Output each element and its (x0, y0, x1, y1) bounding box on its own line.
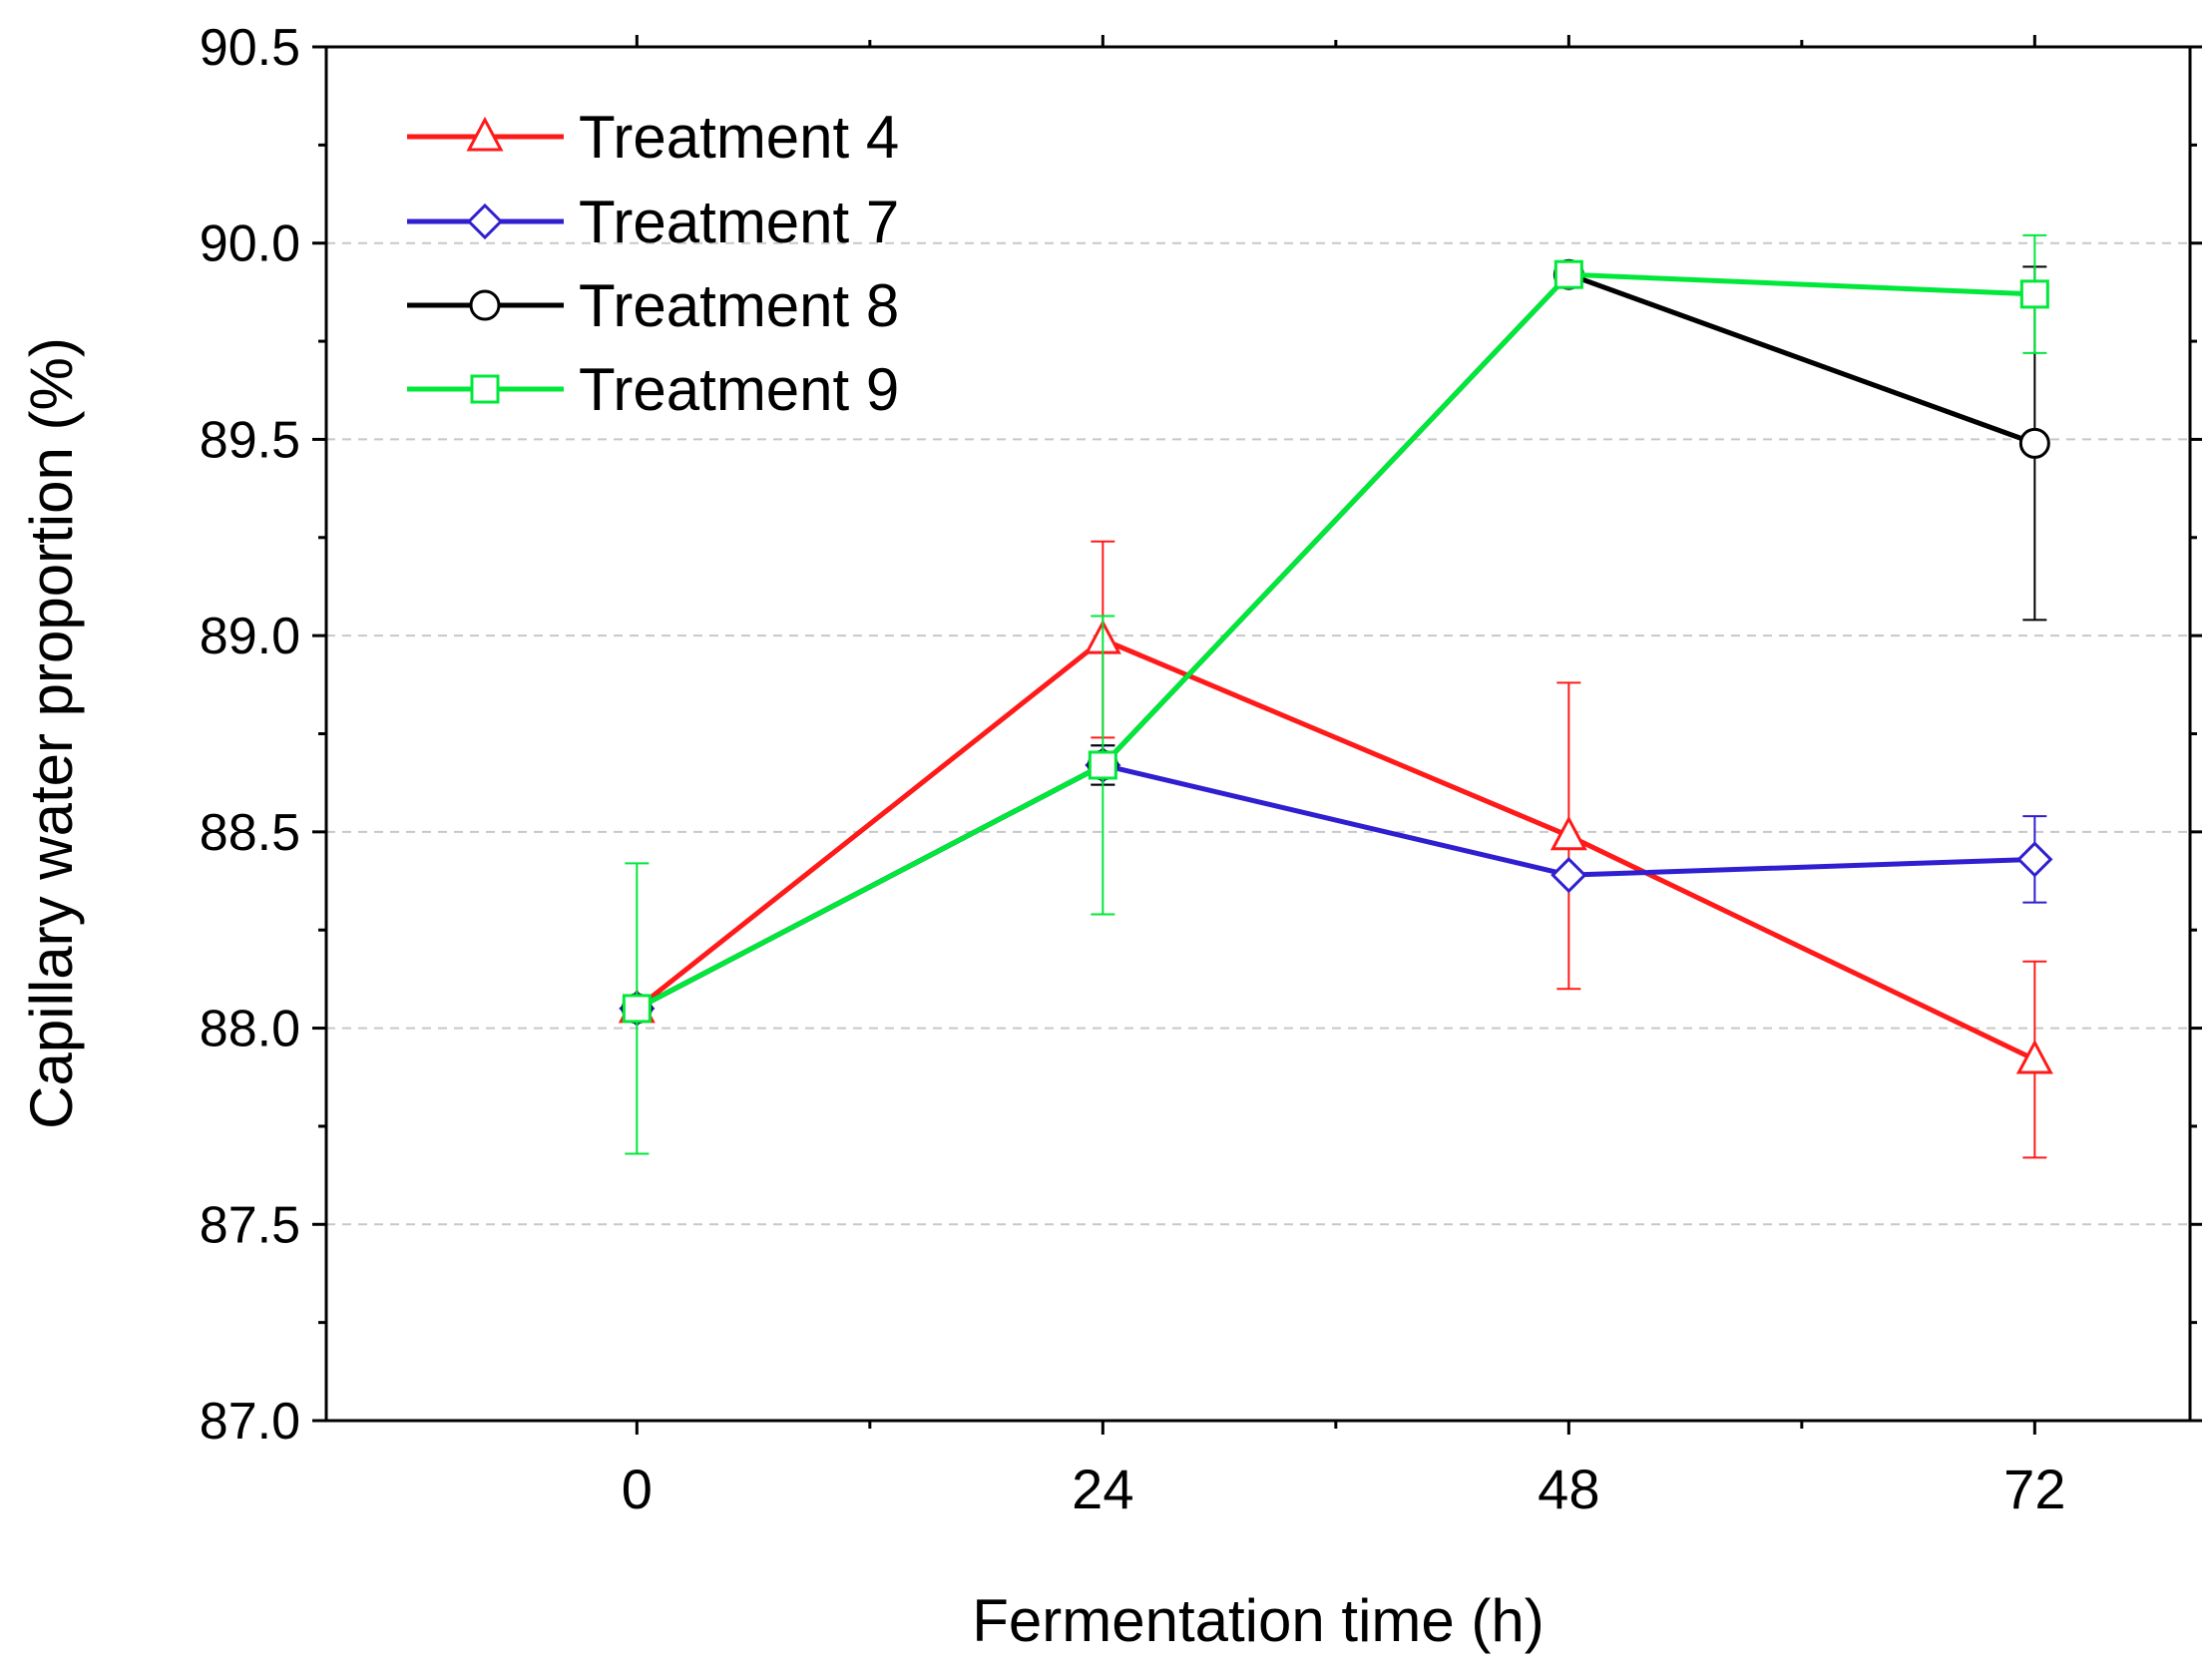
legend-marker (466, 116, 504, 152)
data-point (1088, 750, 1117, 780)
legend: Treatment 4 Treatment 7 Treatment 8 Treatme… (407, 104, 899, 423)
series-line (635, 636, 2036, 1062)
legend-marker (469, 289, 501, 321)
y-tick-label-1: 87.5 (200, 1196, 300, 1254)
y-tick-label-4: 89.0 (200, 608, 300, 665)
data-point (1549, 815, 1587, 851)
legend-item-2: Treatment 7 (407, 189, 899, 255)
series-4 (622, 233, 2049, 1155)
data-point (2019, 279, 2049, 309)
x-tick-label-3: 72 (2003, 1458, 2065, 1520)
data-point (2015, 1039, 2053, 1074)
series-2 (619, 744, 2053, 1028)
series-1 (618, 540, 2053, 1159)
data-point (2016, 841, 2053, 878)
x-tick-label-0: 0 (622, 1458, 653, 1520)
series-line (636, 271, 2035, 1012)
x-tick-label-2: 48 (1538, 1458, 1599, 1520)
legend-item-4: Treatment 9 (407, 356, 899, 423)
legend-label: Treatment 8 (579, 272, 899, 339)
x-axis-title: Fermentation time (h) (972, 1587, 1545, 1654)
legend-label: Treatment 9 (579, 356, 899, 423)
y-axis-title: Capillary water proportion (%) (18, 337, 85, 1129)
y-tick-label-0: 87.0 (200, 1393, 300, 1451)
legend-marker (466, 203, 504, 240)
series-group (618, 233, 2053, 1159)
legend-item-3: Treatment 8 (407, 272, 899, 339)
data-point (1550, 857, 1587, 894)
y-tick-label-2: 88.0 (200, 1001, 300, 1058)
x-tick-label-1: 24 (1072, 1458, 1133, 1520)
data-point (2018, 427, 2050, 459)
y-tick-label-6: 90.0 (200, 215, 300, 273)
axes: 87.0 87.5 88.0 88.5 89.0 89.5 90.0 90.5 0 24 48 72 (200, 19, 2202, 1520)
data-point (1553, 259, 1583, 289)
y-tick-label-5: 89.5 (200, 411, 300, 469)
y-tick-label-3: 88.5 (200, 804, 300, 862)
series-line (636, 762, 2035, 1012)
legend-item-1: Treatment 4 (407, 104, 899, 171)
legend-label: Treatment 4 (579, 104, 899, 171)
y-tick-label-7: 90.5 (200, 19, 300, 77)
data-point (622, 994, 652, 1024)
legend-label: Treatment 7 (579, 189, 899, 255)
legend-marker (470, 374, 500, 404)
